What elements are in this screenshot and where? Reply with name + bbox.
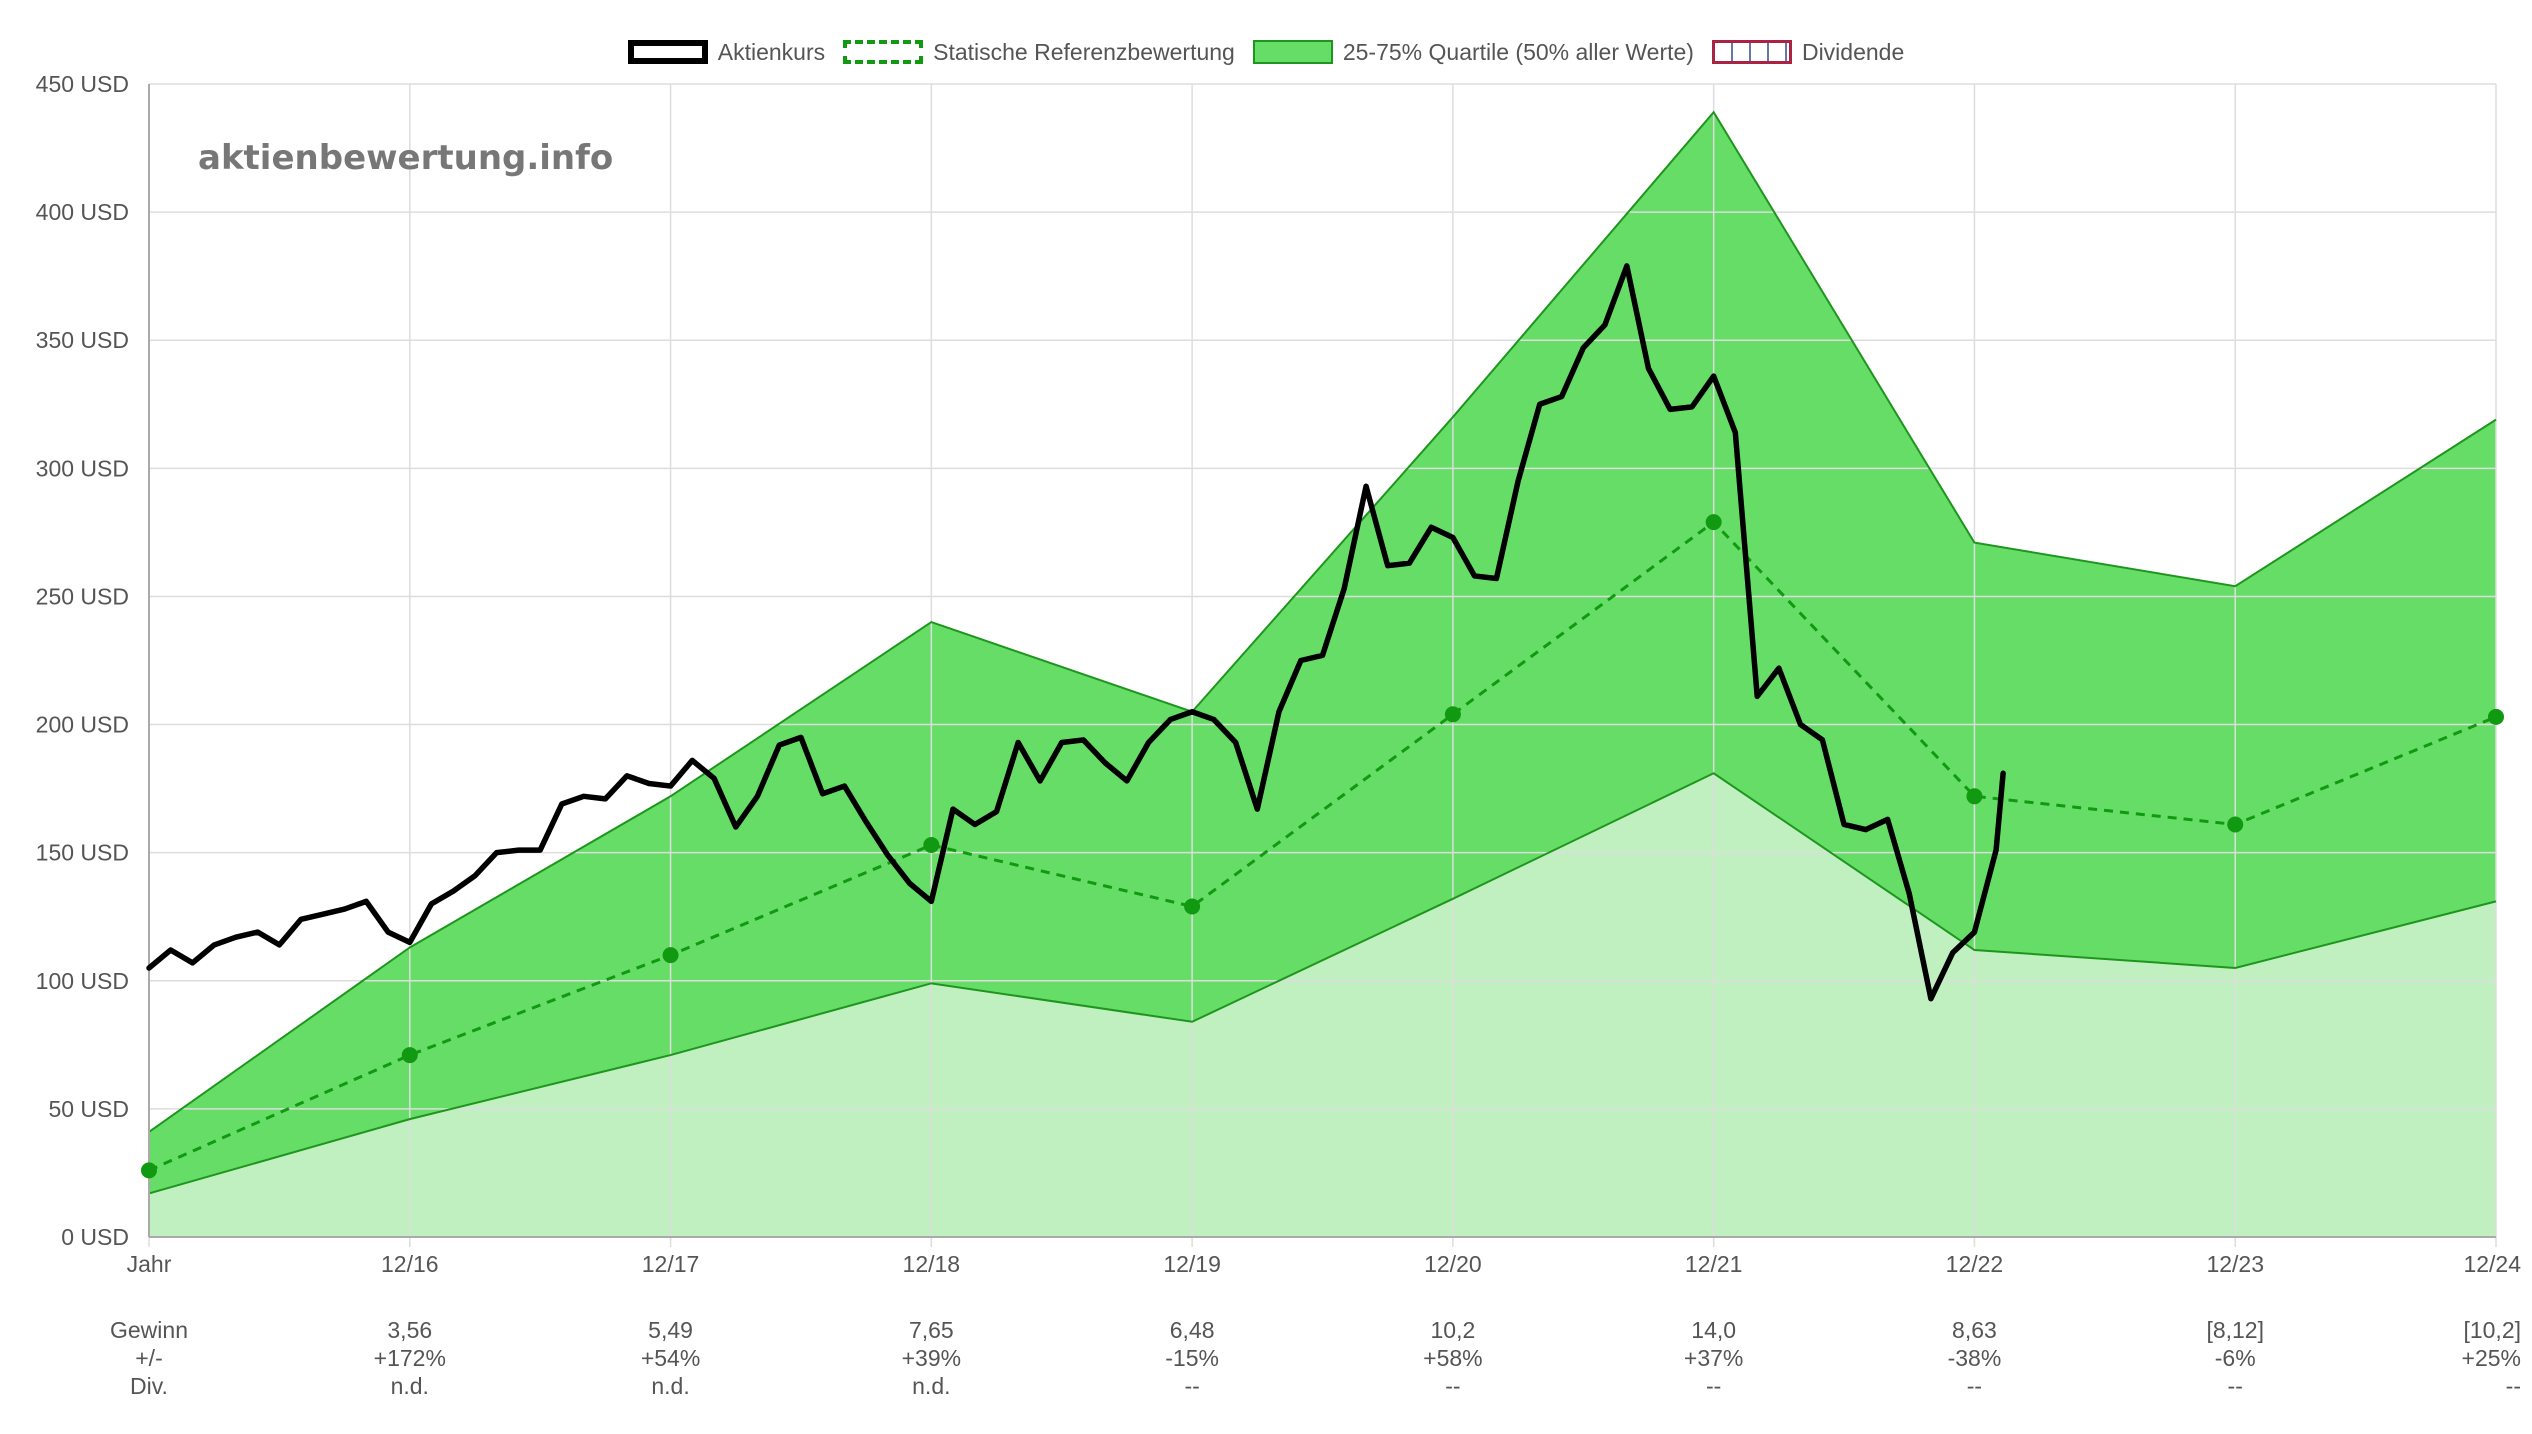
table-cell: 8,63 — [1952, 1317, 1997, 1343]
x-tick-label: 12/17 — [642, 1251, 700, 1277]
table-row-label: Div. — [130, 1373, 168, 1399]
y-tick-label: 0 USD — [61, 1224, 129, 1250]
x-tick-label: 12/19 — [1163, 1251, 1221, 1277]
table-cell: [10,2] — [2463, 1317, 2521, 1343]
x-tick-label: Jahr — [127, 1251, 172, 1277]
table-cell: +58% — [1423, 1345, 1482, 1371]
x-tick-label: 12/20 — [1424, 1251, 1482, 1277]
legend-item-band[interactable]: 25-75% Quartile (50% aller Werte) — [1252, 38, 1694, 66]
ref-point — [662, 947, 679, 964]
ref-point — [1966, 788, 1983, 805]
table-cell: -6% — [2215, 1345, 2256, 1371]
watermark: aktienbewertung.info — [198, 138, 614, 178]
y-tick-label: 250 USD — [36, 583, 129, 609]
table-cell: n.d. — [912, 1373, 950, 1399]
table-cell: -15% — [1165, 1345, 1219, 1371]
table-cell: -- — [2506, 1373, 2521, 1399]
legend-swatch-band — [1252, 40, 1333, 64]
table-cell: +172% — [374, 1345, 446, 1371]
legend-item-price[interactable]: Aktienkurs — [627, 38, 826, 66]
table-cell: -- — [1184, 1373, 1199, 1399]
chart-legend: Aktienkurs Statische Referenzbewertung 2… — [0, 36, 2532, 68]
y-tick-label: 400 USD — [36, 199, 129, 225]
x-tick-label: 12/23 — [2206, 1251, 2264, 1277]
legend-item-ref[interactable]: Statische Referenzbewertung — [843, 39, 1235, 66]
ref-point — [401, 1047, 418, 1064]
y-tick-label: 150 USD — [36, 840, 129, 866]
ref-point — [1184, 898, 1201, 915]
legend-swatch-ref — [843, 40, 924, 64]
table-row-label: Gewinn — [110, 1317, 188, 1343]
table-cell: +25% — [2462, 1345, 2521, 1371]
table-cell: -- — [1706, 1373, 1721, 1399]
band-upper-line — [148, 110, 2497, 1133]
y-tick-label: 100 USD — [36, 968, 129, 994]
x-tick-label: 12/22 — [1946, 1251, 2004, 1277]
band-area-lower — [149, 773, 2496, 1237]
x-tick-label: 12/21 — [1685, 1251, 1743, 1277]
x-tick-label: 12/16 — [381, 1251, 439, 1277]
table-cell: +37% — [1684, 1345, 1743, 1371]
legend-label-dividend: Dividende — [1801, 38, 1905, 65]
table-cell: +54% — [641, 1345, 700, 1371]
x-tick-label: 12/18 — [903, 1251, 961, 1277]
x-tick-label: 12/24 — [2463, 1251, 2521, 1277]
table-cell: [8,12] — [2206, 1317, 2264, 1343]
table-cell: 7,65 — [909, 1317, 954, 1343]
ref-point — [1705, 514, 1722, 531]
legend-label-ref: Statische Referenzbewertung — [933, 38, 1235, 65]
table-row-label: +/- — [135, 1345, 162, 1371]
y-tick-label: 350 USD — [36, 327, 129, 353]
ref-point — [923, 836, 940, 853]
y-tick-label: 50 USD — [48, 1096, 129, 1122]
table-cell: +39% — [902, 1345, 961, 1371]
price-series-line — [146, 263, 2006, 1002]
ref-point — [2488, 708, 2504, 725]
legend-swatch-dividend — [1711, 40, 1792, 64]
table-cell: 6,48 — [1170, 1317, 1215, 1343]
ref-point — [1444, 706, 1461, 723]
legend-swatch-price — [627, 40, 708, 64]
table-cell: -38% — [1948, 1345, 2002, 1371]
table-cell: -- — [2228, 1373, 2243, 1399]
y-tick-label: 450 USD — [36, 71, 129, 97]
ref-point — [2227, 816, 2244, 833]
y-tick-label: 200 USD — [36, 712, 129, 738]
y-tick-label: 300 USD — [36, 455, 129, 481]
table-cell: n.d. — [391, 1373, 429, 1399]
table-cell: 10,2 — [1431, 1317, 1476, 1343]
legend-item-dividend[interactable]: Dividende — [1711, 38, 1905, 66]
table-cell: -- — [1445, 1373, 1460, 1399]
table-cell: 14,0 — [1691, 1317, 1736, 1343]
table-cell: n.d. — [651, 1373, 689, 1399]
table-cell: 5,49 — [648, 1317, 693, 1343]
legend-label-price: Aktienkurs — [717, 38, 826, 65]
table-cell: 3,56 — [387, 1317, 432, 1343]
ref-series-line — [148, 520, 2497, 1172]
ref-point — [141, 1162, 157, 1179]
table-cell: -- — [1967, 1373, 1982, 1399]
legend-label-band: 25-75% Quartile (50% aller Werte) — [1342, 38, 1694, 65]
band-lower-line — [148, 772, 2497, 1195]
